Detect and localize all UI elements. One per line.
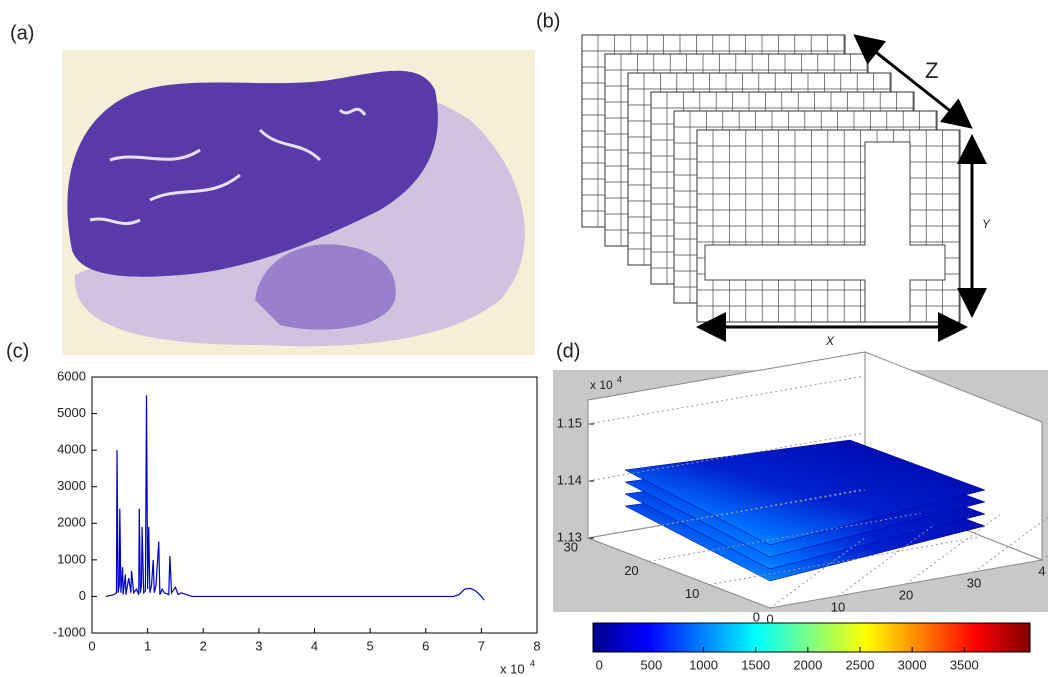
x-tick-label: 0: [766, 611, 773, 626]
grid-line: [709, 536, 982, 586]
tissue-image: [62, 50, 535, 355]
panel-label: (c): [6, 340, 29, 362]
colorbar-tick-label: 1000: [689, 657, 718, 672]
y-tick-label: 30: [564, 539, 578, 554]
panel-label: (d): [556, 340, 580, 362]
x-tick-label: 4: [1038, 563, 1045, 578]
y-tick-label: 4000: [57, 442, 86, 457]
x-scale-exponent: 4: [530, 658, 535, 668]
z-tick-label: 1.14: [557, 472, 582, 487]
y-tick-label: 0: [753, 609, 760, 624]
colorbar-tick-label: 1500: [741, 657, 770, 672]
y-tick-label: 1000: [57, 551, 86, 566]
colorbar-tick-label: 0: [596, 657, 603, 672]
grid-line: [769, 559, 1043, 609]
plot-area: [91, 376, 538, 634]
colorbar-tick-label: 3500: [950, 657, 979, 672]
colorbar: [592, 622, 1031, 653]
x-tick-label: 20: [899, 587, 913, 602]
colorbar-tick-label: 2000: [793, 657, 822, 672]
x-tick-label: 3: [255, 638, 262, 653]
axis-label: X: [825, 334, 835, 348]
x-tick-label: 6: [422, 638, 429, 653]
z-scale-label: x 10: [590, 378, 613, 392]
y-tick-label: 5000: [57, 405, 86, 420]
grid-line: [587, 432, 866, 482]
x-tick-label: 10: [831, 599, 845, 614]
grid-line: [587, 489, 861, 539]
y-tick-label: 6000: [57, 368, 86, 383]
z-tick-label: 1.13: [557, 529, 582, 544]
y-tick-label: 10: [685, 586, 699, 601]
slice: [624, 439, 986, 546]
colorbar-tick-label: 3000: [898, 657, 927, 672]
spectrum-line: [105, 395, 485, 601]
panel-label: (a): [10, 22, 34, 44]
x-tick-label: 8: [533, 638, 540, 653]
y-tick-label: 20: [624, 563, 638, 578]
x-tick-label: 5: [367, 638, 374, 653]
x-tick-label: 30: [967, 575, 981, 590]
y-tick-label: 0: [79, 588, 86, 603]
colorbar-tick-label: 2500: [846, 657, 875, 672]
x-tick-label: 0: [88, 638, 95, 653]
x-tick-label: 7: [478, 638, 485, 653]
z-tick-label: 1.15: [557, 415, 582, 430]
arrow: [853, 34, 973, 129]
y-tick-label: -1000: [53, 624, 86, 639]
x-tick-label: 1: [144, 638, 151, 653]
x-scale-label: x 10: [500, 661, 525, 676]
axis-label: Z: [925, 58, 938, 83]
y-tick-label: 3000: [57, 478, 86, 493]
voxel-grid: [581, 34, 961, 323]
colorbar-tick-label: 500: [641, 657, 663, 672]
x-tick-label: 2: [200, 638, 207, 653]
y-tick-label: 2000: [57, 515, 86, 530]
slices: [624, 439, 986, 582]
z-scale-exponent: 4: [617, 374, 622, 384]
panel-label: (b): [536, 10, 560, 32]
axis-label: Y: [982, 217, 991, 231]
x-tick-label: 4: [311, 638, 318, 653]
grid-line: [587, 375, 866, 425]
grid-line: [648, 512, 921, 562]
